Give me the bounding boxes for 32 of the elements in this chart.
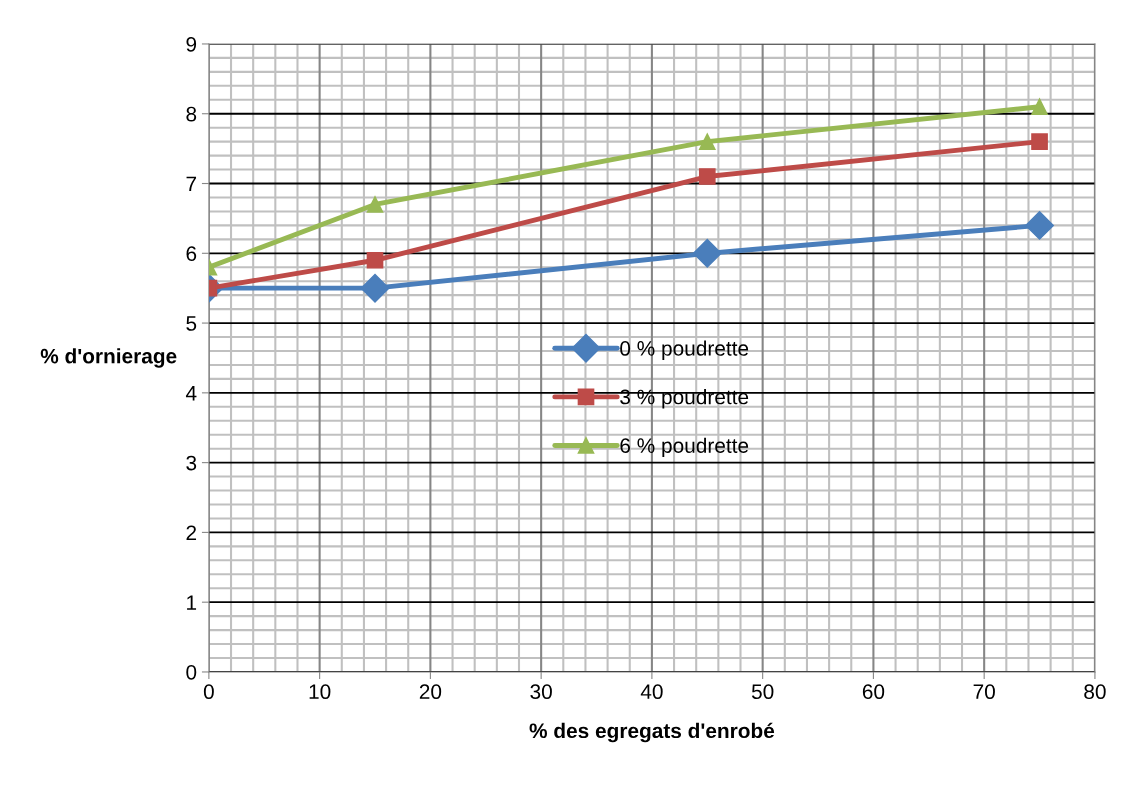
x-tick-label: 20	[419, 684, 442, 700]
legend-label: 0 % poudrette	[620, 340, 749, 360]
point	[698, 133, 716, 150]
x-tick-label: 40	[640, 684, 663, 700]
x-tick-label: 10	[309, 684, 331, 700]
point	[360, 273, 390, 303]
point	[1031, 98, 1048, 116]
y-tick-label: 2	[186, 525, 197, 540]
x-tick-label: 30	[530, 684, 552, 700]
x-tick-label: 0	[203, 684, 214, 700]
y-tick-label: 8	[186, 106, 197, 122]
x-tick-label: 60	[862, 684, 885, 700]
x-axis-title: % des egregats d'enrobé	[529, 722, 775, 743]
y-tick-label: 6	[186, 246, 197, 262]
y-tick-label: 9	[186, 36, 197, 52]
y-tick-label: 7	[186, 176, 197, 192]
y-tick-label: 0	[186, 664, 197, 680]
x-tick-label: 80	[1084, 684, 1106, 700]
y-axis-title: % d'ornierage	[40, 348, 177, 368]
y-tick-label: 1	[187, 595, 197, 610]
y-tick-label: 3	[186, 455, 197, 471]
x-tick-label: 50	[751, 684, 774, 700]
x-tick-label: 70	[973, 684, 995, 700]
point	[366, 196, 384, 213]
point	[366, 251, 384, 269]
legend-label: 6 % poudrette	[620, 437, 749, 458]
y-tick-label: 5	[186, 316, 197, 331]
point	[1025, 210, 1054, 240]
point	[1031, 133, 1048, 150]
y-tick-label: 4	[185, 386, 197, 401]
point	[698, 168, 716, 185]
point	[692, 238, 722, 268]
